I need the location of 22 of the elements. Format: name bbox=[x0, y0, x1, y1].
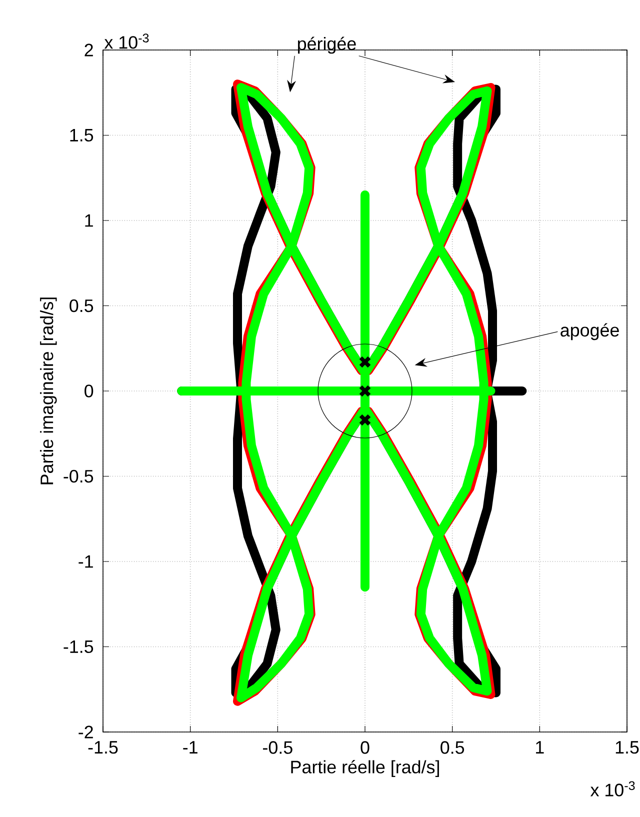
point bbox=[358, 414, 372, 426]
x-tick-label: -0.5 bbox=[263, 741, 292, 754]
x-tick-label: -1 bbox=[183, 741, 198, 754]
x-tick-label: 1.5 bbox=[616, 741, 639, 754]
y-tick-label: -2 bbox=[78, 726, 93, 738]
text: x 10$^{-3}$ bbox=[590, 781, 635, 796]
x-axis-title: Partie réelle [rad/s] bbox=[291, 760, 439, 777]
point bbox=[358, 356, 372, 368]
x-tick-label: 1 bbox=[536, 741, 544, 754]
text: x 10$^{-3}$ bbox=[104, 34, 149, 49]
y-axis-title: Partie imaginaire [rad/s] bbox=[40, 298, 57, 484]
y-tick-label: -1.5 bbox=[64, 640, 94, 654]
annotation: apogée bbox=[560, 323, 619, 340]
y-tick-label: 1 bbox=[85, 214, 93, 227]
x-tick-label: 0 bbox=[360, 741, 370, 754]
y-tick-label: 2 bbox=[84, 44, 93, 56]
y-tick-label: 1.5 bbox=[70, 128, 94, 142]
x-tick-label: 0.5 bbox=[440, 741, 464, 754]
y-tick-label: -1 bbox=[78, 555, 93, 568]
y-tick-label: -0.5 bbox=[64, 470, 94, 483]
y-tick-label: 0.5 bbox=[70, 299, 94, 312]
y-tick-label: 0 bbox=[84, 384, 94, 398]
